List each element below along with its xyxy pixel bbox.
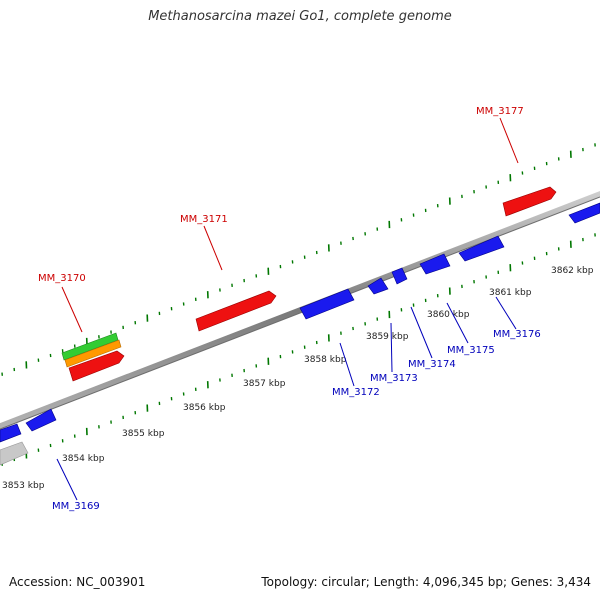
gene-left-edge[interactable] bbox=[0, 423, 22, 443]
forward-genes[interactable] bbox=[68, 186, 557, 382]
feature-orange-bar[interactable] bbox=[64, 339, 122, 368]
reverse-genes[interactable] bbox=[0, 202, 600, 443]
gene-mm3176[interactable] bbox=[458, 235, 505, 262]
gene-right-edge[interactable] bbox=[568, 202, 600, 224]
gene-mm3174[interactable] bbox=[391, 267, 408, 285]
gene-mm3177[interactable] bbox=[502, 186, 557, 217]
scale-label-3858: 3858 kbp bbox=[304, 355, 347, 365]
genome-title: Methanosarcina mazei Go1, complete genom… bbox=[148, 9, 452, 24]
scale-label-3859: 3859 kbp bbox=[366, 332, 409, 342]
label-mm3173[interactable]: MM_3173 bbox=[370, 373, 418, 384]
bottom-leader-lines bbox=[56, 296, 517, 501]
scale-label-3855: 3855 kbp bbox=[122, 429, 165, 439]
gene-mm3173[interactable] bbox=[367, 277, 389, 295]
scale-label-3856: 3856 kbp bbox=[183, 403, 226, 413]
gene-mm3172[interactable] bbox=[299, 288, 355, 320]
label-mm3170[interactable]: MM_3170 bbox=[38, 273, 86, 284]
scale-labels: 3853 kbp 3854 kbp 3855 kbp 3856 kbp 3857… bbox=[2, 266, 594, 491]
label-mm3175[interactable]: MM_3175 bbox=[447, 345, 495, 356]
feature-green-bar[interactable] bbox=[61, 332, 119, 361]
pseudo-gene[interactable] bbox=[0, 441, 29, 466]
gene-mm3175[interactable] bbox=[419, 253, 451, 275]
top-tick-track bbox=[1, 143, 596, 376]
gene-mm3171[interactable] bbox=[195, 290, 277, 332]
genome-summary-text: Topology: circular; Length: 4,096,345 bp… bbox=[261, 575, 591, 589]
top-gene-labels: MM_3170 MM_3171 MM_3177 bbox=[38, 106, 524, 284]
scale-label-3854: 3854 kbp bbox=[62, 454, 105, 464]
genome-backbone bbox=[0, 191, 600, 430]
accession-text: Accession: NC_003901 bbox=[9, 575, 146, 589]
label-mm3177[interactable]: MM_3177 bbox=[476, 106, 524, 117]
scale-label-3857: 3857 kbp bbox=[243, 379, 286, 389]
label-mm3174[interactable]: MM_3174 bbox=[408, 359, 456, 370]
top-leader-lines bbox=[61, 117, 519, 333]
bottom-gene-labels: MM_3169 MM_3172 MM_3173 MM_3174 MM_3175 … bbox=[52, 329, 541, 512]
scale-label-3862: 3862 kbp bbox=[551, 266, 594, 276]
gene-mm3170[interactable] bbox=[68, 350, 125, 382]
scale-label-3860: 3860 kbp bbox=[427, 310, 470, 320]
label-mm3169[interactable]: MM_3169 bbox=[52, 501, 100, 512]
scale-label-3861: 3861 kbp bbox=[489, 288, 532, 298]
label-mm3172[interactable]: MM_3172 bbox=[332, 387, 380, 398]
label-mm3176[interactable]: MM_3176 bbox=[493, 329, 541, 340]
scale-label-3853: 3853 kbp bbox=[2, 481, 45, 491]
gene-mm3169[interactable] bbox=[25, 408, 57, 432]
label-mm3171[interactable]: MM_3171 bbox=[180, 214, 228, 225]
bottom-tick-track bbox=[1, 233, 596, 466]
